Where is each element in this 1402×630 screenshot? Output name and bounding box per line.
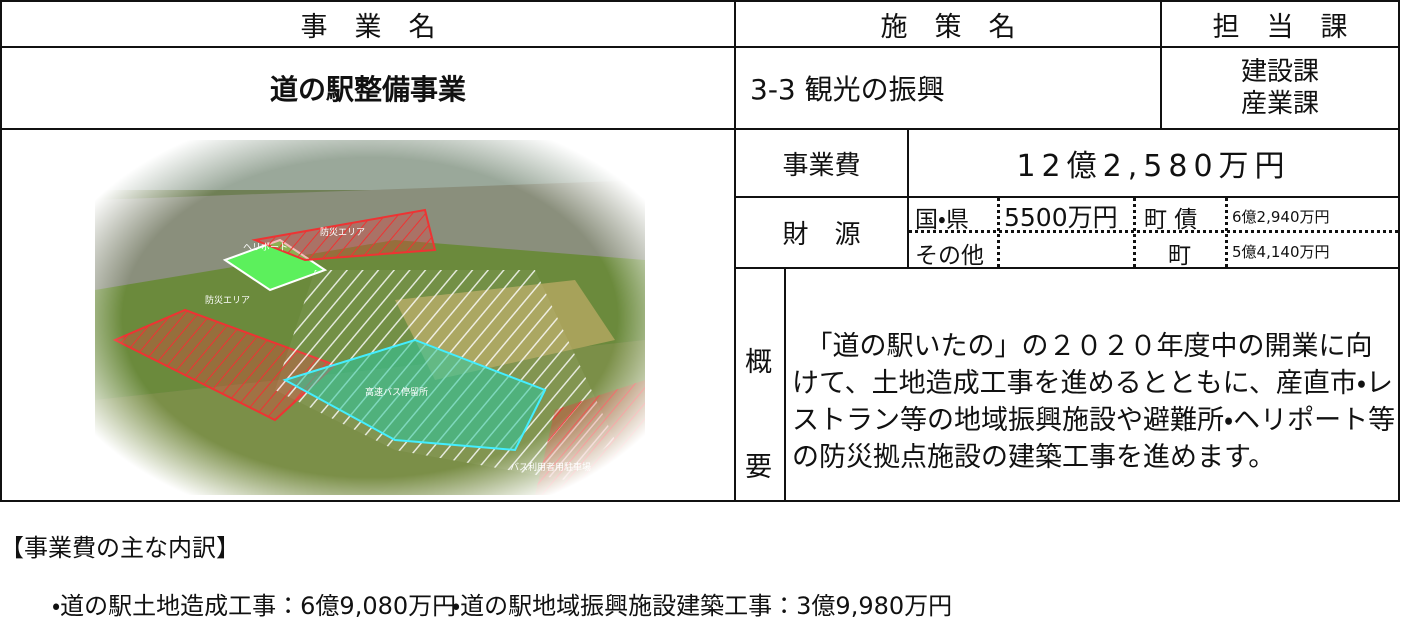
overview-label: 概 bbox=[745, 347, 772, 378]
breakdown-item: ・道の駅地域振興施設建築工事：3億9,980万円 bbox=[452, 592, 953, 620]
funding-source: その他 bbox=[915, 243, 984, 269]
funding-source: 国・県 bbox=[915, 207, 969, 233]
funding-amount: 5億4,140万円 bbox=[1232, 243, 1330, 261]
dotted-rule bbox=[1133, 198, 1136, 267]
cost-label: 事業費 bbox=[782, 150, 861, 181]
rule bbox=[734, 196, 1400, 198]
rule bbox=[0, 0, 2, 502]
departments: 建設課 産業課 bbox=[1162, 48, 1398, 128]
funding-amount: 6億2,940万円 bbox=[1232, 208, 1330, 226]
department: 建設課 bbox=[1240, 57, 1319, 87]
rule bbox=[0, 128, 1400, 130]
header-cell: 施 策 名 bbox=[880, 11, 1016, 43]
funding-label: 財 源 bbox=[782, 220, 861, 250]
funding-source: 町 bbox=[1168, 243, 1191, 269]
breakdown-item: ・道の駅土地造成工事：6億9,080万円 bbox=[52, 592, 457, 620]
rule bbox=[1398, 0, 1400, 502]
header-cell: 事 業 名 bbox=[300, 11, 436, 43]
rule bbox=[734, 267, 1400, 269]
funding-amount: 5500万円 bbox=[1004, 203, 1118, 232]
aerial-photo: ヘリポート 防災エリア 防災エリア 高速バス停留所 バス利用者用駐車場 bbox=[95, 140, 645, 495]
overview-text: 「道の駅いたの」の２０２０年度中の開業に向けて、土地造成工事を進めるとともに、産… bbox=[792, 331, 1396, 473]
department: 産業課 bbox=[1240, 89, 1319, 119]
dotted-rule bbox=[1225, 198, 1228, 267]
cost-amount: 12億2,580万円 bbox=[1016, 149, 1291, 184]
policy-name: 3-3 観光の振興 bbox=[750, 73, 945, 106]
rule bbox=[784, 267, 786, 502]
photo-label: 防災エリア bbox=[320, 226, 365, 238]
project-name: 道の駅整備事業 bbox=[269, 73, 466, 106]
photo-label: ヘリポート bbox=[243, 242, 288, 253]
funding-source: 町 債 bbox=[1144, 207, 1198, 233]
rule bbox=[1160, 0, 1162, 130]
rule bbox=[734, 0, 736, 502]
rule bbox=[0, 46, 1400, 48]
dotted-rule bbox=[997, 198, 1000, 267]
rule bbox=[0, 0, 1400, 2]
rule bbox=[907, 128, 909, 268]
photo-label: 高速バス停留所 bbox=[365, 386, 428, 398]
photo-label: バス利用者用駐車場 bbox=[510, 461, 591, 473]
header-cell: 担 当 課 bbox=[1212, 11, 1348, 43]
overview-label: 要 bbox=[745, 452, 772, 483]
dotted-rule bbox=[909, 230, 1398, 233]
photo-label: 防災エリア bbox=[205, 294, 250, 306]
breakdown-title: 【事業費の主な内訳】 bbox=[0, 534, 240, 562]
rule bbox=[0, 500, 1400, 502]
